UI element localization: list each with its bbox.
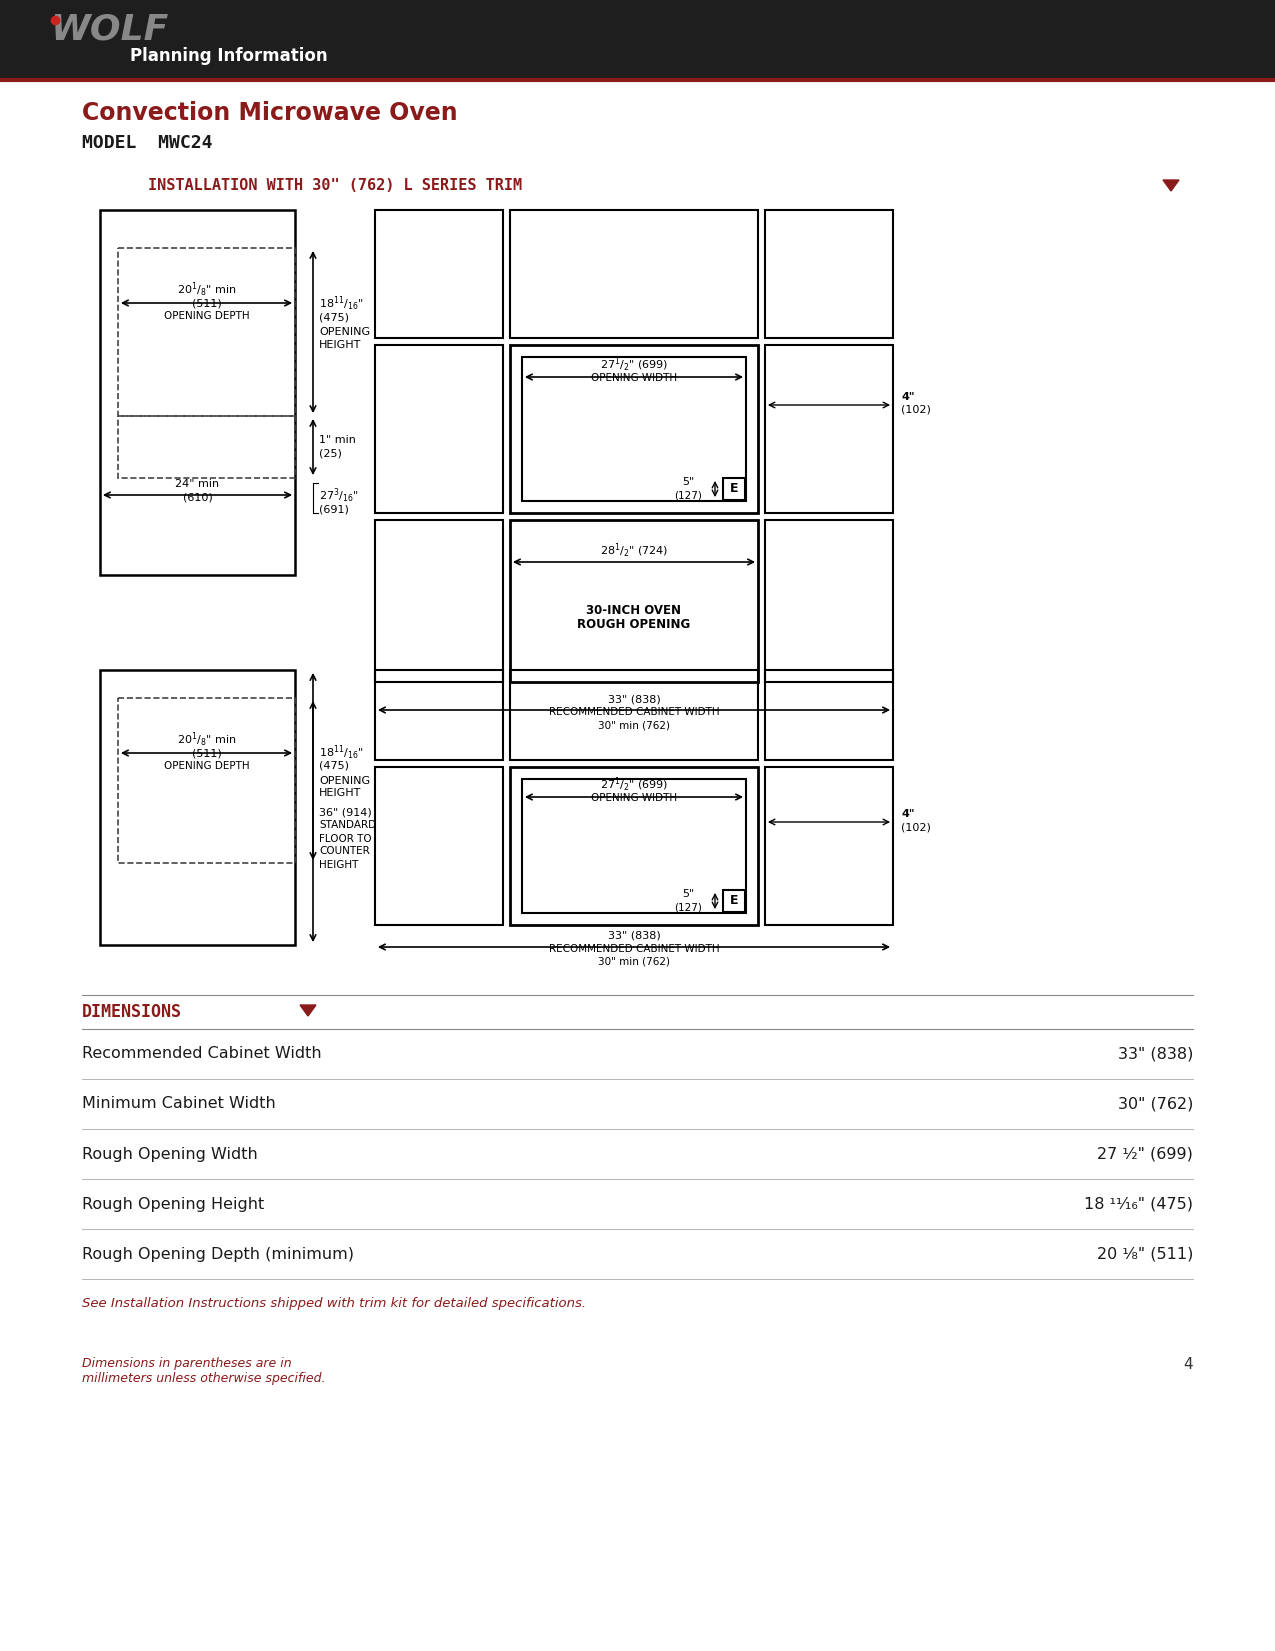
Text: HEIGHT: HEIGHT [319,860,358,870]
Bar [765,345,892,513]
Text: RECOMMENDED CABINET WIDTH: RECOMMENDED CABINET WIDTH [548,944,719,954]
Text: OPENING DEPTH: OPENING DEPTH [163,310,250,320]
Text: Rough Opening Width: Rough Opening Width [82,1146,258,1162]
Text: Rough Opening Height: Rough Opening Height [82,1197,264,1212]
Text: INSTALLATION WITH 30" (762) L SERIES TRIM: INSTALLATION WITH 30" (762) L SERIES TRI… [148,178,523,193]
Bar [521,357,746,500]
Bar [119,698,295,863]
Bar [119,248,295,416]
Bar [375,768,504,925]
Text: 36" (914): 36" (914) [319,807,372,817]
Text: (475): (475) [319,761,349,771]
Text: 33" (838): 33" (838) [608,693,660,703]
Text: 33" (838): 33" (838) [608,931,660,941]
Text: MODEL  MWC24: MODEL MWC24 [82,134,213,152]
Text: 1" min: 1" min [319,434,356,446]
Text: (102): (102) [901,404,931,414]
Bar [521,779,746,913]
Bar [510,768,759,925]
Text: OPENING WIDTH: OPENING WIDTH [590,373,677,383]
Text: 20$^{1}$/$_{8}$" min: 20$^{1}$/$_{8}$" min [177,731,236,750]
Text: Convection Microwave Oven: Convection Microwave Oven [82,101,458,125]
Text: WOLF: WOLF [50,13,168,46]
Text: OPENING: OPENING [319,327,370,337]
Text: RECOMMENDED CABINET WIDTH: RECOMMENDED CABINET WIDTH [548,707,719,717]
Text: (691): (691) [319,504,349,513]
Text: OPENING WIDTH: OPENING WIDTH [590,792,677,802]
Text: 27$^{1}$/$_{2}$" (699): 27$^{1}$/$_{2}$" (699) [599,357,668,375]
Bar [99,670,295,944]
Bar [510,520,759,682]
Text: Dimensions in parentheses are in
millimeters unless otherwise specified.: Dimensions in parentheses are in millime… [82,1357,325,1385]
Bar [375,520,504,682]
Text: Planning Information: Planning Information [130,46,328,64]
Bar [119,416,295,479]
Bar [723,479,745,500]
Text: (610): (610) [182,492,213,502]
Text: 30" (762): 30" (762) [1118,1096,1193,1111]
Text: 4": 4" [901,391,914,401]
Text: HEIGHT: HEIGHT [319,789,361,799]
Polygon shape [1163,180,1179,192]
Text: (102): (102) [901,822,931,832]
Bar [765,670,892,759]
Text: 4: 4 [1183,1357,1193,1372]
Bar [765,768,892,925]
Text: 4": 4" [901,809,914,819]
Text: (25): (25) [319,447,342,457]
Text: OPENING: OPENING [319,776,370,786]
Text: 20 ¹⁄₈" (511): 20 ¹⁄₈" (511) [1096,1247,1193,1261]
Bar [375,210,504,338]
Text: Minimum Cabinet Width: Minimum Cabinet Width [82,1096,275,1111]
Text: HEIGHT: HEIGHT [319,340,361,350]
Text: (475): (475) [319,312,349,322]
Bar [99,210,295,575]
Text: See Installation Instructions shipped with trim kit for detailed specifications.: See Installation Instructions shipped wi… [82,1298,586,1309]
Text: (127): (127) [674,901,703,911]
Text: 20$^{1}$/$_{8}$" min: 20$^{1}$/$_{8}$" min [177,281,236,299]
Text: FLOOR TO: FLOOR TO [319,834,371,844]
Text: 18$^{11}$/$_{16}$": 18$^{11}$/$_{16}$" [319,296,363,314]
Text: 5": 5" [682,477,694,487]
Text: E: E [729,482,738,495]
Bar [765,520,892,682]
Text: (511): (511) [191,748,222,758]
Text: DIMENSIONS: DIMENSIONS [82,1004,182,1020]
Text: 5": 5" [682,888,694,900]
Text: 30" min (762): 30" min (762) [598,958,669,967]
Bar [510,670,759,759]
Bar [375,670,504,759]
Text: OPENING DEPTH: OPENING DEPTH [163,761,250,771]
Text: Recommended Cabinet Width: Recommended Cabinet Width [82,1047,321,1062]
Text: (127): (127) [674,490,703,500]
Text: (511): (511) [191,297,222,309]
Bar [510,210,759,338]
Text: 27 ¹⁄₂" (699): 27 ¹⁄₂" (699) [1096,1146,1193,1162]
Text: 28$^{1}$/$_{2}$" (724): 28$^{1}$/$_{2}$" (724) [599,542,668,560]
Text: 30-INCH OVEN: 30-INCH OVEN [586,604,682,616]
Text: 18 ¹¹⁄₁₆" (475): 18 ¹¹⁄₁₆" (475) [1084,1197,1193,1212]
Polygon shape [300,1005,316,1015]
Text: 27$^{1}$/$_{2}$" (699): 27$^{1}$/$_{2}$" (699) [599,776,668,794]
Bar [510,345,759,513]
Text: 27$^{3}$/$_{16}$": 27$^{3}$/$_{16}$" [319,487,358,505]
Bar [765,210,892,338]
Text: E: E [729,895,738,908]
Text: Rough Opening Depth (minimum): Rough Opening Depth (minimum) [82,1247,354,1261]
Text: STANDARD: STANDARD [319,821,376,830]
Text: 30" min (762): 30" min (762) [598,720,669,730]
Text: COUNTER: COUNTER [319,847,370,857]
Text: 18$^{11}$/$_{16}$": 18$^{11}$/$_{16}$" [319,743,363,761]
Text: ROUGH OPENING: ROUGH OPENING [578,619,691,631]
Text: 33" (838): 33" (838) [1118,1047,1193,1062]
Bar [375,345,504,513]
Bar [723,890,745,911]
Text: 24" min: 24" min [176,479,219,489]
Bar [0,0,1275,78]
